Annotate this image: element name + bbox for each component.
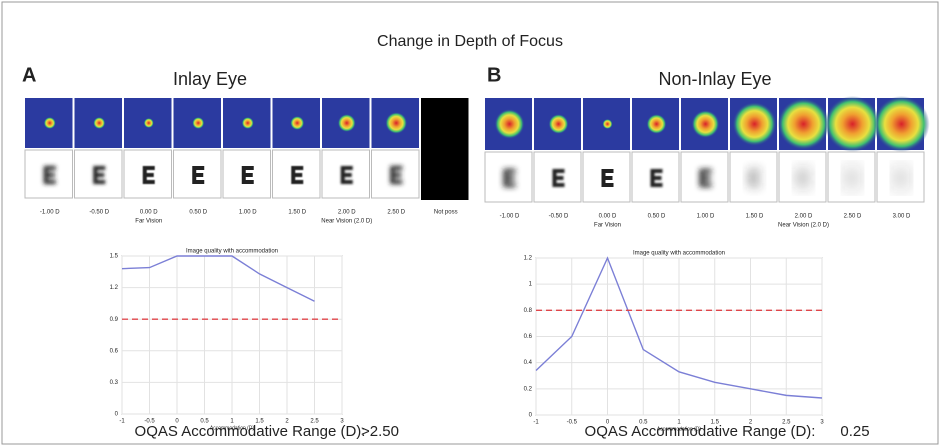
psf-spot [733,102,777,146]
y-tick-label: 0.6 [110,348,119,354]
x-tick-label: -1 [533,420,539,426]
x-tick-label: -1 [119,419,125,425]
panel-heading: Non-Inlay Eye [658,69,771,89]
y-tick-label: 0.6 [524,334,533,340]
psf-spot [549,114,569,134]
psf-spot [242,117,254,129]
range-value: 0.25 [840,423,869,440]
y-tick-label: 0.2 [524,386,533,392]
psf-spot [290,116,304,130]
chart-title: Image quality with accommodation [186,249,278,255]
psf-spot [338,114,356,132]
strip-label: 2.00 D [338,210,356,216]
y-tick-label: 1.5 [110,254,119,260]
optotype-e [602,169,614,187]
strip-label: 2.00 D [795,214,813,220]
chart-title: Image quality with accommodation [633,251,725,257]
strip-label: 0.50 D [189,210,207,216]
x-tick-label: 1.5 [711,420,720,426]
x-tick-label: -0.5 [567,420,578,426]
optotype-e [341,166,353,184]
strip-label: 2.50 D [387,210,405,216]
psf-spot [825,96,881,152]
far-label: Far Vision [594,223,621,229]
optotype-e [896,169,908,187]
panel-heading: Inlay Eye [173,69,247,89]
x-axis-label: Accommodation (D) [210,425,255,431]
y-tick-label: 0.3 [110,380,119,386]
x-tick-label: 1.5 [255,419,264,425]
strip-label: 3.00 D [893,214,911,220]
optotype-e [798,169,810,187]
optotype-e [700,169,712,187]
optotype-e [93,166,105,184]
optotype-e [44,166,56,184]
psf-spot [144,118,154,128]
figure-title: Change in Depth of Focus [377,33,563,50]
figure: Change in Depth of Focus A Inlay Eye -1.00… [0,0,940,446]
psf-spot [385,112,407,134]
strip-label: -1.00 D [500,214,520,220]
strip-label: Not poss [434,210,458,216]
y-tick-label: 0.9 [110,317,119,323]
psf-spot [192,117,204,129]
panel-letter: A [22,64,36,86]
x-tick-label: 0.5 [639,420,648,426]
strip-label: 1.50 D [288,210,306,216]
near-label: Near Vision (2.0 D) [321,219,372,225]
strip-label: -1.00 D [40,210,60,216]
x-tick-label: 0.5 [200,419,209,425]
optotype-e [390,166,402,184]
page: Change in Depth of Focus A Inlay Eye -1.00… [0,0,940,446]
strip-label: 0.50 D [648,214,666,220]
strip-label: 1.00 D [697,214,715,220]
y-tick-label: 1.2 [110,285,119,291]
strip-label: 0.00 D [599,214,617,220]
strip-label: 1.50 D [746,214,764,220]
psf-spot [93,117,105,129]
y-tick-label: 0.8 [524,308,533,314]
panel-letter: B [487,64,501,86]
strip-label: 1.00 D [239,210,257,216]
blank-cell [421,98,469,200]
optotype-e [651,169,663,187]
y-tick-label: 1.2 [524,256,533,262]
optotype-e [847,169,859,187]
near-label: Near Vision (2.0 D) [778,223,829,229]
psf-spot [692,110,720,138]
psf-spot [778,98,830,150]
optotype-e [504,169,516,187]
x-axis-label: Accommodation (D) [657,426,702,432]
psf-spot [495,109,525,139]
psf-spot [874,96,930,152]
optotype-e [143,166,155,184]
optotype-e [749,169,761,187]
psf-spot [603,119,613,129]
y-tick-label: 0.4 [524,360,533,366]
optotype-e [291,166,303,184]
strip-label: -0.50 D [549,214,569,220]
psf-spot [647,114,667,134]
x-tick-label: 2.5 [782,420,791,426]
range-value: >2.50 [361,423,399,440]
strip-label: 0.00 D [140,210,158,216]
strip-label: -0.50 D [89,210,109,216]
x-tick-label: -0.5 [144,419,155,425]
strip-label: 2.50 D [844,214,862,220]
optotype-e [242,166,254,184]
far-label: Far Vision [135,219,162,225]
psf-spot [44,117,56,129]
optotype-e [192,166,204,184]
optotype-e [553,169,565,187]
x-tick-label: 2.5 [310,419,319,425]
